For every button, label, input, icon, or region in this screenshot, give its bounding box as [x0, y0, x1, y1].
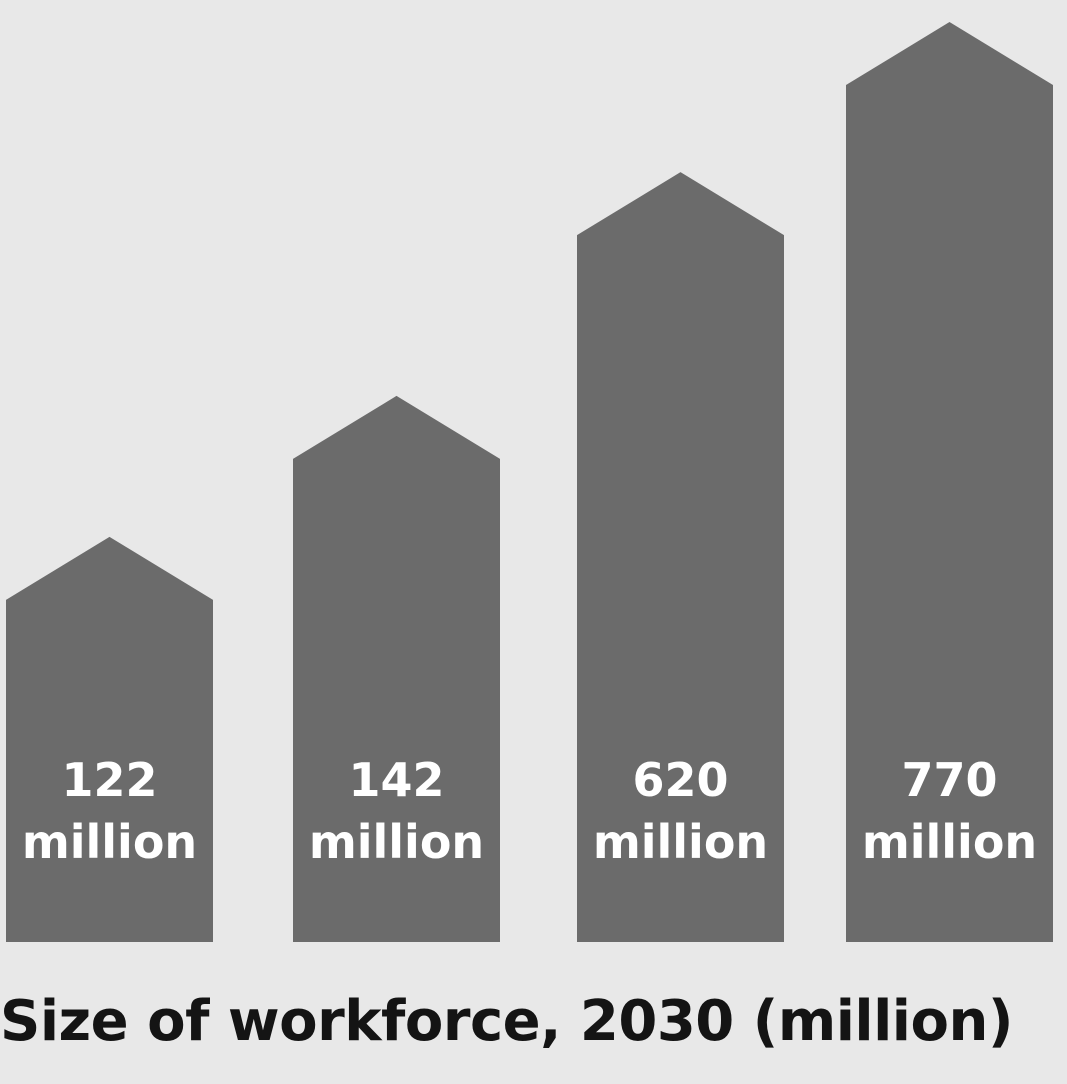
bar-3-data-label: 620 million: [593, 753, 768, 869]
bar-1: [6, 536, 213, 942]
chart-title: Size of workforce, 2030 (million): [0, 989, 1013, 1054]
bar-4-data-label-line-2: million: [862, 815, 1037, 869]
data-labels-layer: 122 million 142 million 620 million 770 million: [22, 753, 1037, 869]
bar-1-data-label: 122 million: [22, 753, 197, 869]
bars-layer: [6, 22, 1053, 943]
bar-2: [293, 395, 500, 942]
bar-2-data-label: 142 million: [309, 753, 484, 869]
bar-4-data-label: 770 million: [862, 753, 1037, 869]
chart-plot-area: 122 million 142 million 620 million 770 million: [6, 22, 1053, 943]
bar-2-data-label-line-1: 142: [348, 753, 444, 807]
bar-3-data-label-line-1: 620: [632, 753, 728, 807]
bar-4-data-label-line-1: 770: [901, 753, 997, 807]
bar-3-data-label-line-2: million: [593, 815, 768, 869]
bar-2-data-label-line-2: million: [309, 815, 484, 869]
bar-1-data-label-line-2: million: [22, 815, 197, 869]
bar-4: [846, 22, 1053, 942]
bar-3: [577, 172, 784, 943]
bar-1-data-label-line-1: 122: [61, 753, 157, 807]
